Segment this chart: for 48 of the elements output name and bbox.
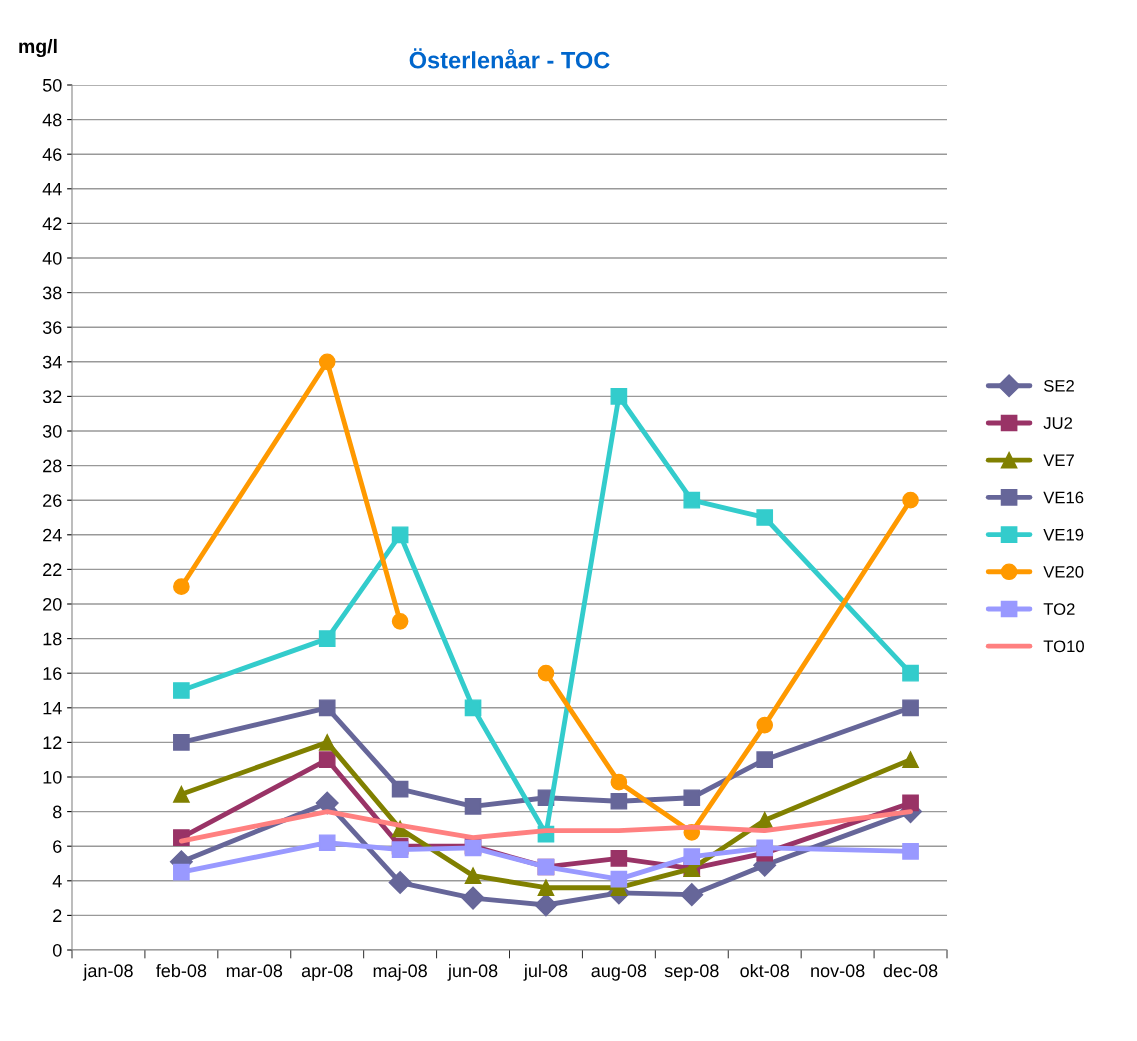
y-tick-label: 38 (42, 286, 62, 300)
legend-label: JU2 (1043, 417, 1073, 429)
x-tick-label: sep-08 (664, 964, 719, 981)
y-axis-title: mg/l (19, 38, 57, 58)
y-tick-label: 50 (42, 78, 62, 92)
x-tick-label: dec-08 (883, 963, 938, 978)
chart-title: Österlenåar - TOC (409, 48, 610, 69)
y-tick-label: 2 (53, 909, 62, 922)
y-tick-label: 4 (52, 874, 62, 888)
y-tick-label: 16 (43, 667, 62, 680)
y-tick-label: 30 (42, 424, 62, 438)
y-tick-label: 42 (42, 217, 62, 230)
y-tick-label: 32 (42, 390, 62, 404)
legend-label: VE7 (1043, 454, 1074, 467)
y-tick-label: 8 (53, 805, 62, 819)
legend-label: TO10 (1043, 640, 1084, 653)
x-tick-label: aug-08 (591, 964, 647, 981)
x-tick-label: nov-08 (811, 964, 865, 978)
x-tick-label: feb-08 (156, 963, 207, 978)
y-tick-label: 18 (43, 632, 62, 646)
x-tick-label: okt-08 (740, 963, 790, 978)
y-tick-label: 22 (43, 563, 62, 576)
y-tick-label: 48 (42, 113, 62, 127)
legend-label: SE2 (1044, 379, 1074, 392)
x-tick-label: apr-08 (301, 964, 353, 981)
y-tick-label: 44 (42, 182, 62, 196)
legend-label: VE16 (1043, 491, 1084, 504)
y-tick-label: 6 (53, 840, 62, 853)
y-tick-label: 12 (43, 736, 62, 749)
x-tick-label: jun-08 (447, 963, 498, 981)
legend-label: VE19 (1043, 528, 1084, 541)
x-tick-label: jul-08 (523, 963, 568, 981)
x-tick-label: mar-08 (226, 964, 283, 978)
y-tick-label: 26 (43, 494, 62, 507)
x-tick-label: jan-08 (82, 963, 133, 981)
legend-label: VE20 (1043, 565, 1084, 578)
y-tick-label: 46 (42, 148, 62, 161)
y-tick-label: 40 (42, 251, 62, 265)
y-tick-label: 10 (43, 770, 62, 784)
y-tick-label: 24 (43, 528, 62, 542)
legend-label: TO2 (1043, 603, 1075, 615)
y-tick-label: 14 (43, 701, 62, 715)
y-tick-label: 28 (43, 459, 62, 473)
x-tick-label: maj-08 (373, 963, 427, 981)
y-tick-label: 20 (43, 597, 62, 611)
y-tick-label: 36 (42, 321, 62, 334)
y-tick-label: 0 (52, 943, 62, 957)
y-tick-label: 34 (42, 355, 62, 369)
